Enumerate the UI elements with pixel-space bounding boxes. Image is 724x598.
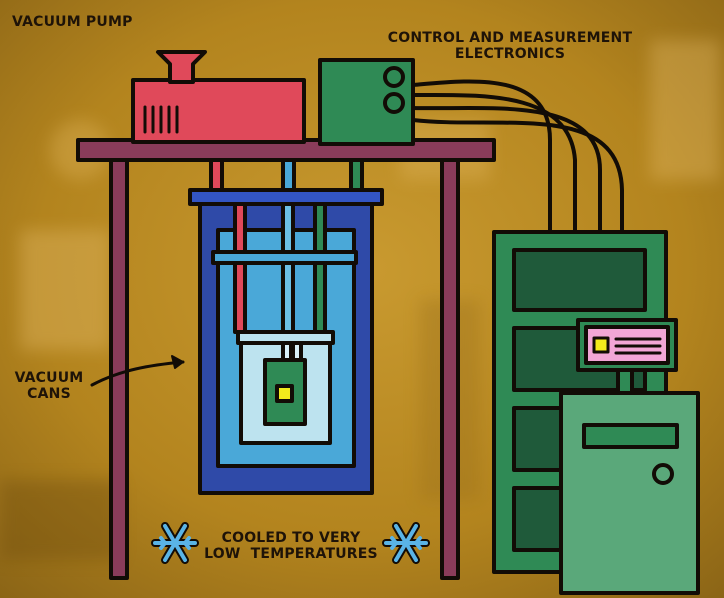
snowflake-icon [151, 522, 199, 564]
rack-slot-1 [512, 248, 647, 312]
vacuum-cans-label: VACUUM CANS [14, 370, 84, 402]
vacuum-pump-label: VACUUM PUMP [12, 14, 133, 30]
vacuum-pump-funnel [156, 50, 207, 84]
snowflake-icon [382, 522, 430, 564]
electronics-label: CONTROL AND MEASUREMENT ELECTRONICS [380, 30, 640, 62]
electronics-cables [411, 79, 624, 234]
can-flange [188, 188, 384, 206]
computer-drive-slot [582, 423, 679, 449]
curved-arrow-icon [90, 360, 185, 387]
sample-chip [275, 384, 294, 403]
table-leg-right [440, 156, 460, 580]
electronics-label-line2: ELECTRONICS [454, 46, 566, 62]
electronics-knob-top [383, 66, 405, 88]
vacuum-cans-label-line1: VACUUM [14, 370, 84, 386]
wire-red-core [233, 202, 247, 334]
wire-green-core [313, 202, 327, 334]
vacuum-cans-label-line2: CANS [27, 386, 71, 402]
cooled-label-line1: COOLED TO VERY [221, 530, 361, 546]
vacuum-pump-vents [143, 105, 179, 134]
inner-plate [211, 250, 358, 265]
electronics-label-line1: CONTROL AND MEASUREMENT [387, 30, 633, 46]
cooled-label: COOLED TO VERY LOW TEMPERATURES [200, 530, 382, 562]
wire-teal-core [281, 202, 295, 334]
curved-arrow-head [171, 355, 184, 369]
electronics-knob-bottom [383, 92, 405, 114]
table-leg-left [109, 156, 129, 580]
computer-power-button [652, 463, 674, 485]
monitor-yellow-box [592, 336, 610, 354]
vacuum-pump-body [131, 78, 306, 144]
monitor-text-lines [614, 337, 662, 355]
cooled-label-line2: LOW TEMPERATURES [204, 546, 378, 562]
